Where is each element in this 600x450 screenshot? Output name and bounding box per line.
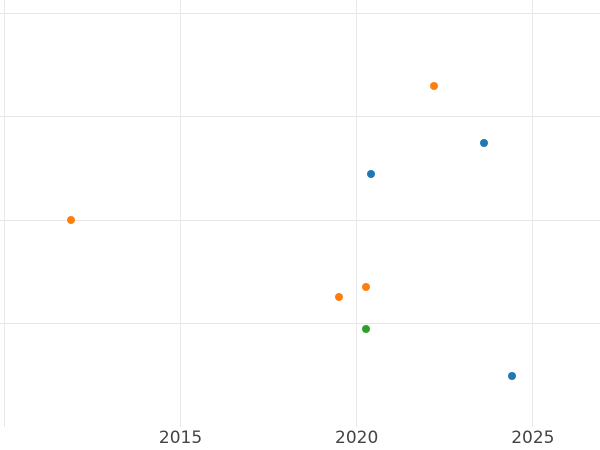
x-tick-label: 2015: [158, 428, 203, 448]
gridline-y: [0, 322, 600, 324]
scatter-point-series-green: [362, 325, 371, 334]
x-tick-label: 2020: [335, 428, 379, 448]
scatter-point-series-blue: [507, 371, 516, 380]
x-tick-label: 2025: [511, 428, 555, 448]
gridline-x: [532, 0, 534, 427]
gridline-x: [180, 0, 182, 427]
gridline-x: [3, 0, 5, 427]
scatter-point-series-orange: [361, 283, 370, 292]
gridline-y: [0, 219, 600, 221]
gridline-y: [0, 12, 600, 14]
scatter-point-series-blue: [479, 138, 488, 147]
scatter-point-series-blue: [366, 169, 375, 178]
scatter-point-series-orange: [335, 293, 344, 302]
scatter-point-series-orange: [67, 216, 76, 224]
gridline-x: [356, 0, 358, 427]
gridline-y: [0, 116, 600, 118]
scatter-point-series-orange: [430, 81, 439, 90]
